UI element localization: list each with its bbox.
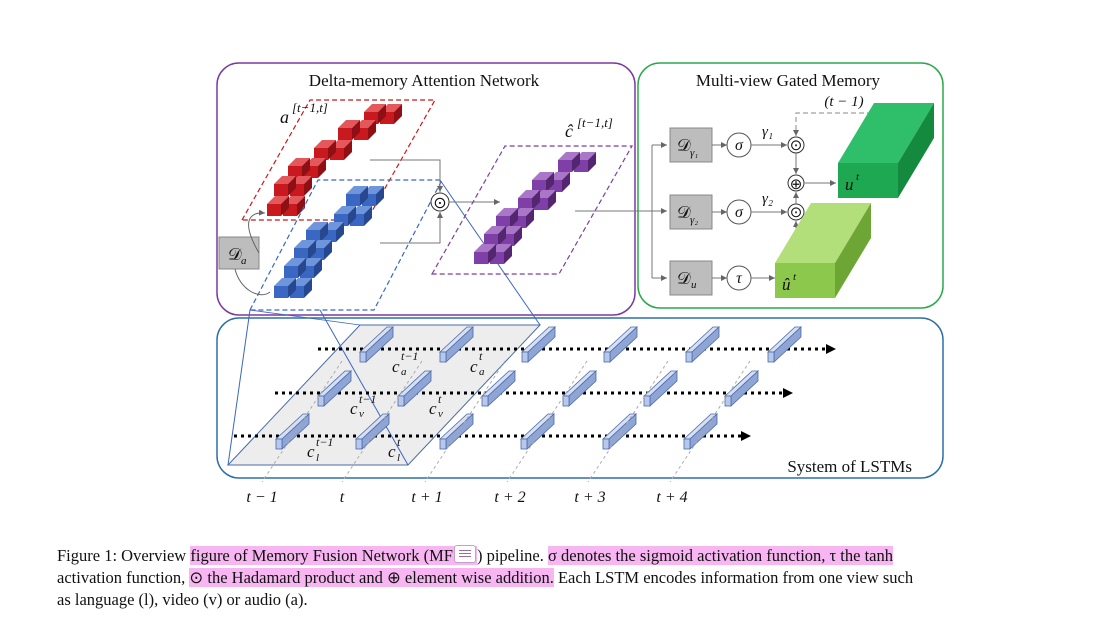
d-a-label: 𝒟	[228, 245, 242, 264]
purple-group-outline	[430, 145, 634, 275]
d-u-label: 𝒟	[677, 269, 691, 288]
label-a-sup: [t−1,t]	[292, 100, 328, 115]
time-guides	[261, 360, 751, 483]
d-gamma2-label: 𝒟	[677, 203, 691, 222]
c-v-prev-sup: t−1	[359, 392, 376, 406]
time-label: t + 1	[411, 489, 442, 506]
memory-u-block	[838, 103, 934, 198]
sigma-2: σ	[735, 204, 744, 221]
label-a: a	[280, 107, 289, 127]
c-v-cur-sub: v	[438, 408, 443, 420]
c-v-cur-sup: t	[438, 392, 442, 406]
dan-title: Delta-memory Attention Network	[309, 71, 540, 90]
c-a-cur-sub: a	[479, 366, 485, 378]
lstm-title: System of LSTMs	[787, 457, 912, 476]
caption-highlight-text: figure of Memory Fusion Network (MF	[190, 546, 453, 565]
t-minus-1-label: (t − 1)	[824, 94, 863, 110]
sigma-1: σ	[735, 137, 744, 154]
c-l-prev-sub: l	[316, 452, 319, 464]
d-u-sub: u	[691, 279, 697, 291]
label-chat-sup: [t−1,t]	[577, 115, 613, 130]
arrow-da-in	[248, 209, 266, 254]
u-t-sup: t	[856, 171, 860, 183]
mgm-box	[637, 62, 944, 309]
projection-line	[319, 309, 409, 466]
caption-line-1: Figure 1: Overview figure of Memory Fusi…	[57, 545, 1107, 567]
proposed-uhat-block	[775, 203, 871, 298]
figure-caption: Figure 1: Overview figure of Memory Fusi…	[57, 545, 1107, 611]
d-gamma1-label: 𝒟	[677, 136, 691, 155]
projection-line	[227, 309, 251, 466]
c-l-cur: c	[388, 442, 396, 461]
caption-text: ) pipeline.	[476, 546, 548, 565]
video-arrowhead	[783, 388, 793, 398]
recurrent-dashed-arrow	[793, 112, 880, 136]
caption-highlight[interactable]: figure of Memory Fusion Network (MF	[190, 545, 477, 565]
time-label: t	[340, 489, 345, 506]
d-gamma2-sub: γ₂	[690, 214, 698, 226]
d-a-sub: a	[241, 255, 247, 267]
dan-odot-symbol: ⊙	[433, 195, 446, 212]
c-a-prev: c	[392, 357, 400, 376]
caption-highlight[interactable]: ⊙ the Hadamard product and ⊕ element wis…	[189, 568, 554, 587]
mfn-figure: Delta-memory Attention Network Multi-vie…	[216, 62, 944, 506]
c-v-prev: c	[350, 399, 358, 418]
time-label: t + 4	[656, 489, 687, 506]
u-t-label: u	[845, 175, 854, 194]
label-chat: ĉ	[565, 121, 574, 141]
time-axis: t − 1 t t + 1 t + 2 t + 3 t + 4	[246, 489, 687, 506]
gamma1-label: γ₁	[762, 124, 773, 140]
c-l-prev-sup: t−1	[316, 435, 333, 449]
c-a-cur: c	[470, 357, 478, 376]
caption-text: activation function,	[57, 568, 190, 587]
lstm-box	[216, 317, 944, 479]
c-a-prev-sub: a	[401, 366, 407, 378]
red-group-outline	[240, 99, 437, 221]
mgm-odot-1-symbol: ⊙	[790, 138, 803, 154]
mgm-title: Multi-view Gated Memory	[696, 71, 881, 90]
d-gamma1-box	[669, 127, 713, 163]
d-gamma1-sub: γ₁	[690, 147, 698, 159]
audio-arrowhead	[826, 344, 836, 354]
time-label: t − 1	[246, 489, 277, 506]
uhat-t-label: û	[782, 275, 791, 294]
gamma2-label: γ₂	[762, 191, 773, 207]
c-a-prev-sup: t−1	[401, 349, 418, 363]
c-a-cur-sup: t	[479, 349, 483, 363]
mgm-odot-2-symbol: ⊙	[790, 205, 803, 221]
uhat-t-sup: t	[793, 271, 797, 283]
tau: τ	[736, 270, 743, 287]
arrow-da-out	[234, 268, 271, 296]
mgm-oplus-symbol: ⊕	[790, 177, 803, 193]
caption-line-2: activation function, ⊙ the Hadamard prod…	[57, 567, 1107, 589]
comment-note-icon[interactable]	[453, 545, 476, 563]
caption-text: Each LSTM encodes information from one v…	[553, 568, 914, 587]
time-label: t + 3	[574, 489, 605, 506]
c-l-prev: c	[307, 442, 315, 461]
time-label: t + 2	[494, 489, 525, 506]
mgm-oplus	[787, 174, 805, 192]
caption-text: Figure 1: Overview	[57, 546, 191, 565]
c-l-cur-sup: t	[397, 435, 401, 449]
caption-highlight[interactable]: σ denotes the sigmoid activation functio…	[548, 546, 893, 565]
caption-line-3: as language (l), video (v) or audio (a).	[57, 590, 308, 609]
language-arrowhead	[741, 431, 751, 441]
c-v-cur: c	[429, 399, 437, 418]
dan-box	[216, 62, 636, 316]
arrow-c-to-odot	[380, 212, 443, 244]
arrow-a-to-odot	[370, 159, 443, 192]
blue-group-outline	[249, 179, 443, 311]
projection-line	[249, 309, 361, 326]
c-v-prev-sub: v	[359, 408, 364, 420]
c-l-cur-sub: l	[397, 452, 400, 464]
